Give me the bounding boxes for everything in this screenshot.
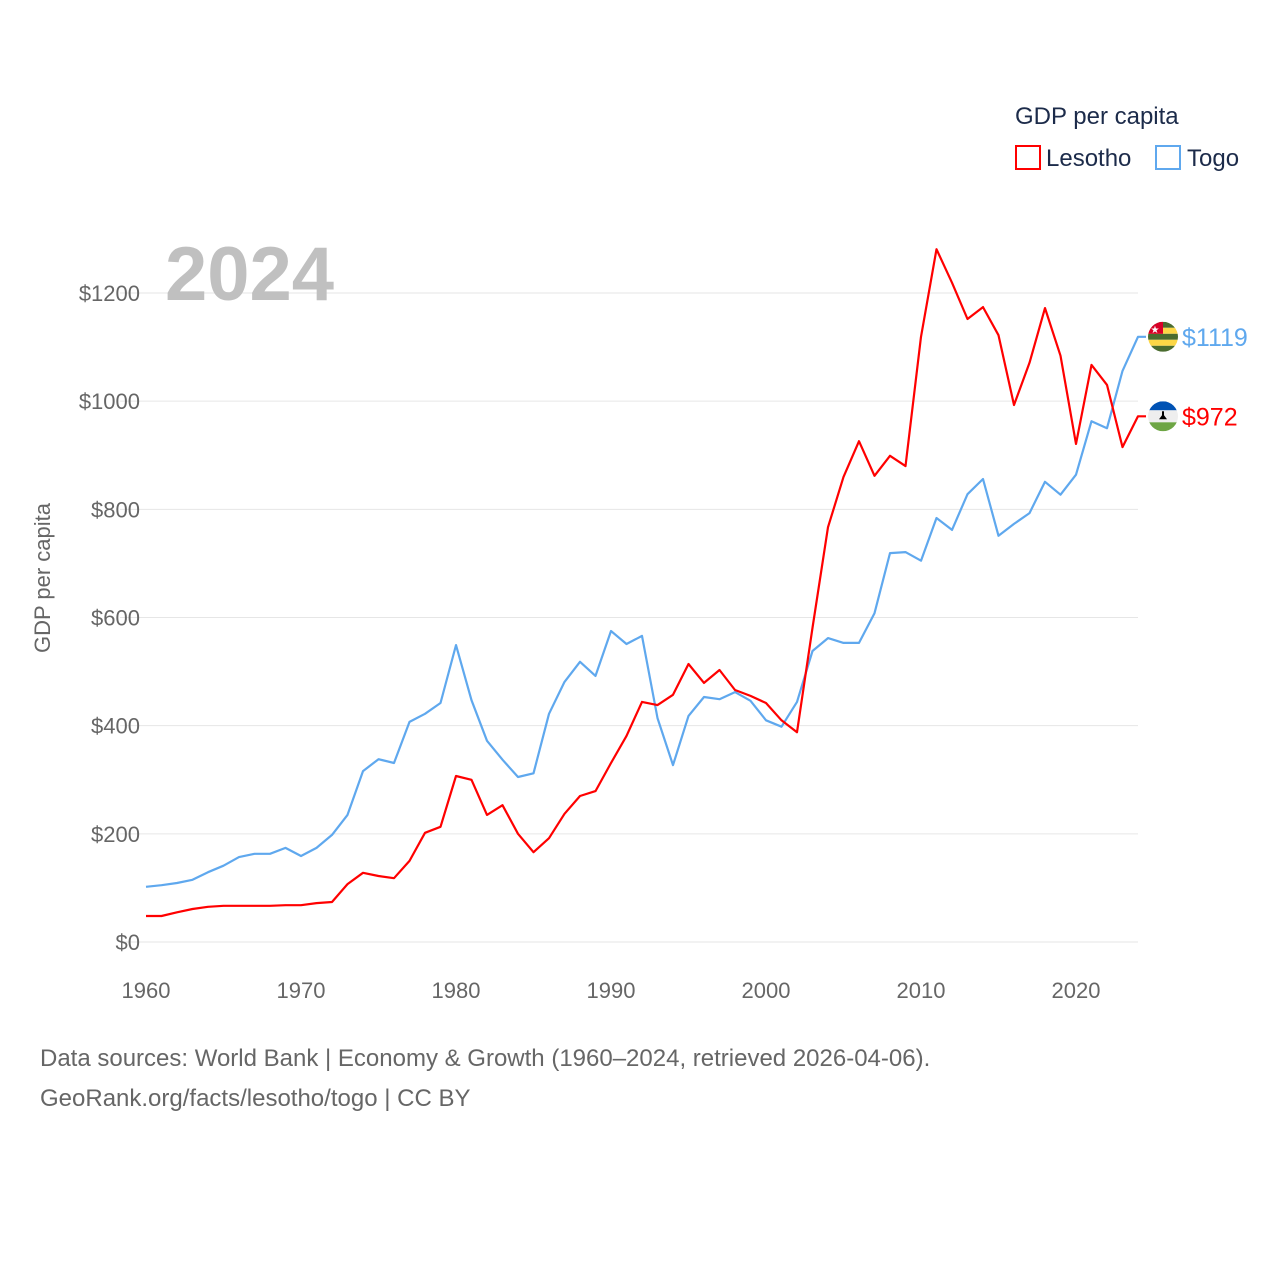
x-tick-label: 1970 xyxy=(277,978,326,1003)
y-tick-label: $200 xyxy=(91,822,140,847)
y-tick-label: $800 xyxy=(91,497,140,522)
lesotho-flag-icon xyxy=(1148,401,1178,432)
legend-item-togo[interactable]: Togo xyxy=(1155,145,1239,172)
y-tick-label: $0 xyxy=(116,930,140,955)
y-tick-label: $600 xyxy=(91,606,140,631)
series-line-lesotho xyxy=(146,248,1146,918)
y-tick-label: $1000 xyxy=(79,389,140,414)
svg-text:★: ★ xyxy=(1151,325,1160,336)
y-tick-label: $1200 xyxy=(79,281,140,306)
y-axis-label: GDP per capita xyxy=(30,502,55,653)
legend-label-lesotho: Lesotho xyxy=(1046,145,1131,172)
y-tick-label: $400 xyxy=(91,714,140,739)
legend-label-togo: Togo xyxy=(1187,145,1239,172)
x-tick-label: 2020 xyxy=(1052,978,1101,1003)
x-tick-label: 1980 xyxy=(432,978,481,1003)
footer-attribution: GeoRank.org/facts/lesotho/togo | CC BY xyxy=(40,1085,471,1112)
footer-sources: Data sources: World Bank | Economy & Gro… xyxy=(40,1045,931,1072)
end-label-togo: $1119 xyxy=(1182,324,1248,352)
togo-flag-icon: ★ xyxy=(1148,321,1178,352)
end-label-lesotho: $972 xyxy=(1182,403,1238,431)
x-tick-label: 1990 xyxy=(587,978,636,1003)
x-tick-label: 2010 xyxy=(897,978,946,1003)
legend-swatch-lesotho xyxy=(1015,145,1041,170)
legend-title: GDP per capita xyxy=(1015,103,1179,130)
x-tick-label: 2000 xyxy=(742,978,791,1003)
x-tick-label: 1960 xyxy=(122,978,171,1003)
series-line-togo xyxy=(145,335,1146,888)
legend-item-lesotho[interactable]: Lesotho xyxy=(1015,145,1131,172)
legend-swatch-togo xyxy=(1155,145,1181,170)
year-label: 2024 xyxy=(165,232,334,317)
